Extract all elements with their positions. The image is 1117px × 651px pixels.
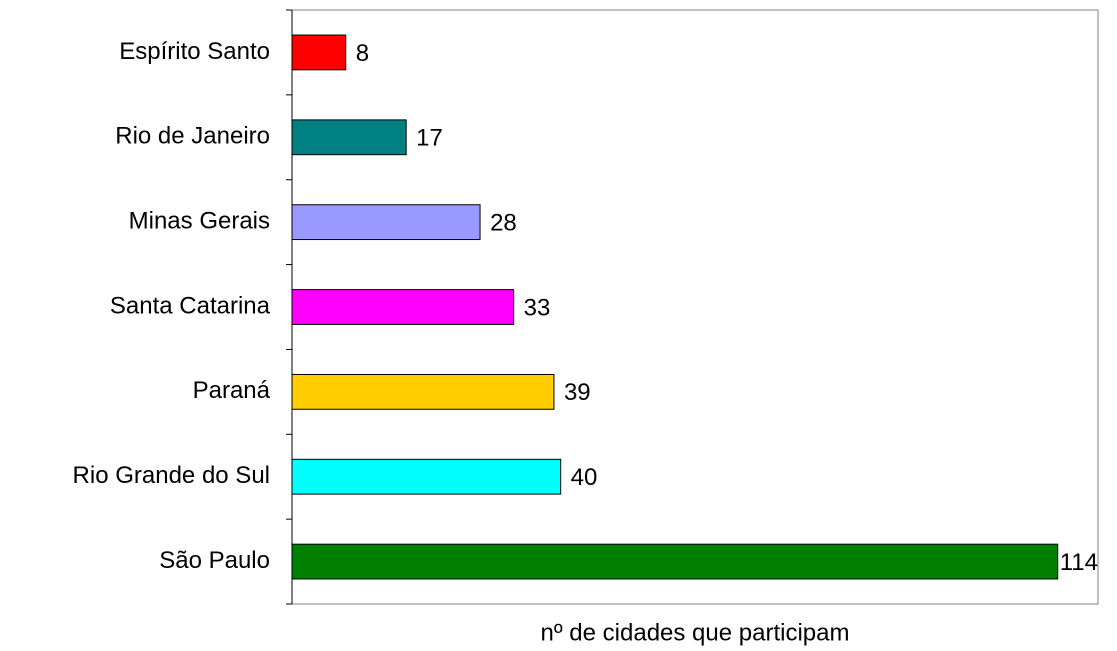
value-label: 39 [564,379,591,406]
value-label: 40 [571,464,598,491]
y-tick-label: Santa Catarina [110,292,271,319]
bar [291,204,481,241]
bar [291,34,347,71]
value-label: 33 [524,294,551,321]
y-tick-label: São Paulo [159,547,270,574]
y-tick-label: Rio de Janeiro [115,123,270,150]
value-label: 28 [490,209,517,236]
bar [291,458,562,495]
value-label: 114 [1060,549,1098,576]
value-label: 8 [356,40,369,67]
bar [291,289,515,325]
x-axis-label: nº de cidades que participam [541,619,850,646]
value-label: 17 [416,125,443,152]
bar [291,373,555,410]
y-tick-label: Espírito Santo [119,38,270,65]
y-tick-label: Minas Gerais [129,207,270,234]
bar [291,543,1059,580]
bar [291,119,407,156]
y-tick-label: Paraná [193,377,271,404]
y-tick-label: Rio Grande do Sul [73,462,270,489]
